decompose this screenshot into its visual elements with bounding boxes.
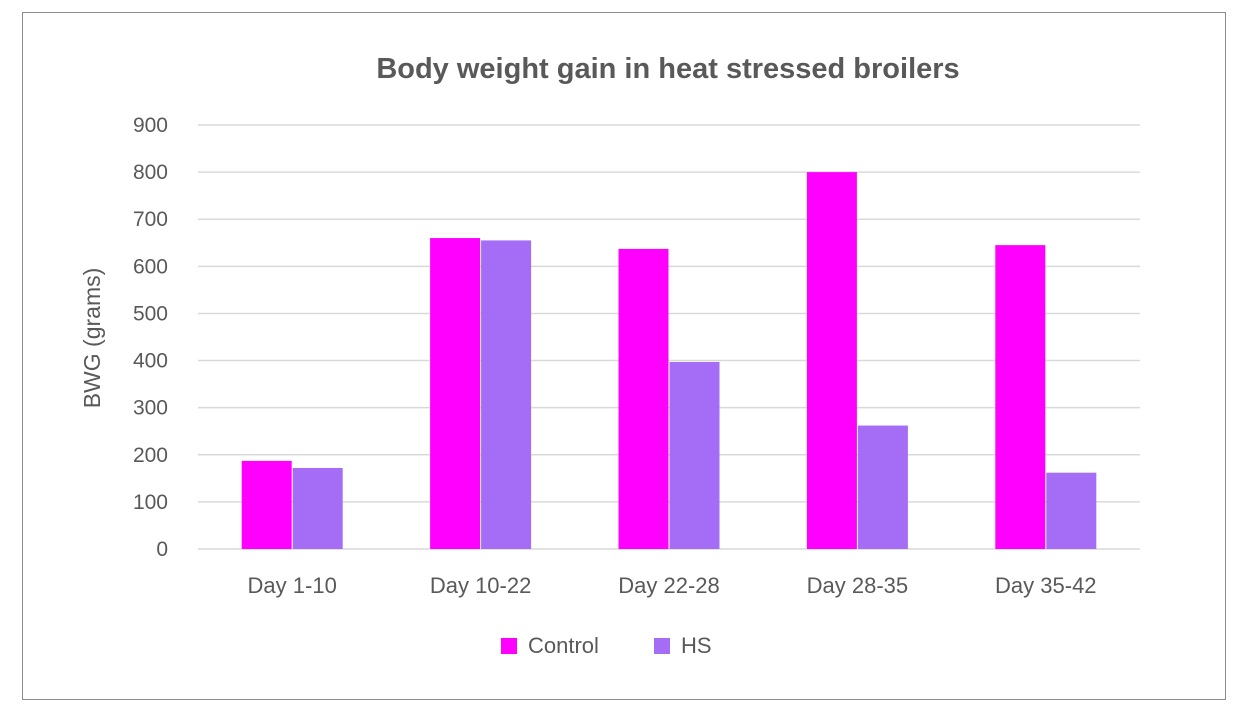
y-tick-label: 500 [133, 302, 168, 325]
y-tick-label: 800 [133, 161, 168, 184]
gridlines [198, 124, 1140, 550]
bar-hs-5 [1046, 472, 1097, 549]
legend-swatch-control [501, 638, 517, 654]
chart-title: Body weight gain in heat stressed broile… [376, 53, 959, 85]
x-tick-label: Day 35-42 [995, 573, 1097, 598]
legend-swatch-hs [654, 638, 670, 654]
y-axis-ticks: 0 100 200 300 400 500 600 700 800 900 [133, 114, 168, 561]
y-tick-label: 600 [133, 255, 168, 278]
bar-hs-1 [292, 467, 343, 549]
y-tick-label: 900 [133, 114, 168, 137]
bars [241, 172, 1097, 550]
x-tick-label: Day 22-28 [618, 573, 720, 598]
bar-hs-4 [857, 425, 908, 549]
y-tick-label: 100 [133, 491, 168, 514]
x-tick-label: Day 1-10 [248, 573, 337, 598]
bar-hs-3 [669, 361, 720, 549]
y-tick-label: 300 [133, 397, 168, 420]
y-tick-label: 400 [133, 350, 168, 373]
x-axis-ticks: Day 1-10 Day 10-22 Day 22-28 Day 28-35 Day 3… [248, 573, 1097, 598]
bar-control-2 [430, 238, 481, 550]
bar-control-3 [618, 248, 669, 549]
bar-hs-2 [481, 240, 532, 549]
bar-control-4 [806, 172, 857, 549]
legend: Control HS [501, 633, 712, 658]
y-tick-label: 0 [156, 538, 168, 561]
bar-control-5 [995, 245, 1046, 549]
x-tick-label: Day 10-22 [430, 573, 532, 598]
x-tick-label: Day 28-35 [807, 573, 909, 598]
y-tick-label: 700 [133, 208, 168, 231]
y-tick-label: 200 [133, 444, 168, 467]
y-axis-title: BWG (grams) [79, 268, 105, 409]
bar-control-1 [241, 460, 292, 549]
legend-label-control: Control [528, 633, 599, 658]
legend-label-hs: HS [681, 633, 712, 658]
